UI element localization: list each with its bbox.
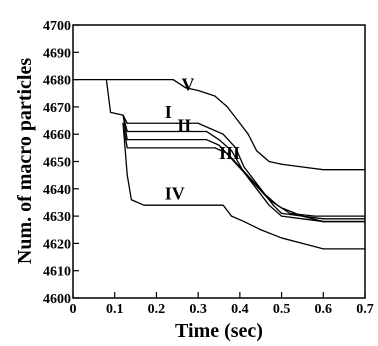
- y-tick-label: 4620: [43, 237, 71, 252]
- series-label: I: [165, 102, 172, 122]
- data-point: [218, 144, 220, 146]
- y-tick-label: 4680: [43, 74, 71, 89]
- data-point: [255, 182, 258, 184]
- series-iv: IV: [122, 122, 366, 250]
- data-point: [126, 130, 128, 133]
- data-point: [218, 139, 220, 141]
- y-tick-label: 4640: [43, 183, 71, 198]
- data-point: [205, 130, 208, 133]
- series-ii: II: [122, 114, 366, 223]
- x-tick-label: 0.4: [231, 302, 249, 317]
- series-label: II: [177, 115, 191, 135]
- series-line: [122, 114, 365, 223]
- data-point: [143, 204, 145, 206]
- series-label: IV: [165, 184, 185, 204]
- data-point: [230, 215, 233, 217]
- x-tick-label: 0: [70, 302, 77, 317]
- x-tick-label: 0.3: [189, 302, 207, 317]
- x-tick-label: 0.2: [148, 302, 166, 317]
- data-point: [239, 122, 241, 124]
- data-point: [243, 166, 245, 168]
- data-point: [214, 95, 216, 97]
- data-point: [122, 122, 124, 124]
- data-point: [301, 242, 304, 244]
- data-point: [172, 79, 174, 81]
- data-point: [222, 204, 224, 206]
- data-point: [235, 147, 237, 149]
- series-iii: III: [122, 114, 366, 223]
- data-point: [255, 149, 258, 152]
- data-point: [280, 215, 283, 217]
- data-point: [322, 220, 324, 223]
- data-point: [322, 248, 324, 250]
- data-point: [280, 163, 283, 165]
- data-point: [226, 106, 228, 108]
- data-point: [280, 212, 283, 214]
- x-tick-label: 0.5: [273, 302, 291, 317]
- series-line: [73, 78, 365, 171]
- y-tick-label: 4690: [43, 46, 71, 61]
- y-tick-label: 4660: [43, 128, 71, 143]
- data-point: [276, 204, 278, 206]
- data-point: [289, 212, 291, 214]
- series-label: III: [219, 143, 240, 163]
- x-tick-label: 0.6: [315, 302, 333, 317]
- data-point: [243, 220, 245, 223]
- data-point: [210, 128, 212, 130]
- data-point: [301, 166, 304, 168]
- y-tick-label: 4610: [43, 265, 71, 280]
- series-line: [122, 123, 365, 250]
- x-tick-label: 0.7: [356, 302, 374, 317]
- y-tick-label: 4630: [43, 210, 71, 225]
- y-tick-label: 4600: [43, 292, 71, 307]
- data-point: [272, 204, 274, 206]
- data-point: [264, 193, 266, 195]
- data-point: [226, 152, 228, 154]
- data-point: [205, 139, 208, 141]
- data-point: [301, 215, 304, 217]
- data-point: [126, 139, 128, 141]
- data-point: [126, 147, 128, 149]
- data-point: [255, 188, 258, 190]
- data-point: [222, 133, 224, 135]
- series-line: [105, 79, 365, 220]
- data-point: [126, 174, 128, 176]
- data-point: [280, 237, 283, 239]
- data-point: [260, 229, 262, 231]
- series-label: V: [181, 75, 194, 95]
- y-tick-label: 4650: [43, 156, 71, 171]
- data-point: [197, 89, 199, 92]
- y-axis-title: Num. of macro particles: [14, 58, 36, 264]
- data-point: [126, 122, 128, 124]
- data-point: [268, 160, 270, 163]
- data-point: [130, 199, 132, 201]
- data-point: [185, 87, 187, 89]
- data-point: [268, 204, 270, 206]
- data-point: [230, 149, 233, 152]
- data-point: [239, 166, 241, 168]
- data-point: [109, 111, 112, 113]
- data-point: [251, 180, 253, 182]
- y-tick-label: 4670: [43, 101, 71, 116]
- data-point: [214, 147, 216, 149]
- data-point: [105, 79, 107, 81]
- data-point: [314, 215, 316, 217]
- data-point: [268, 199, 270, 201]
- y-tick-label: 4700: [43, 19, 71, 34]
- x-tick-label: 0.1: [106, 302, 124, 317]
- data-point: [322, 169, 324, 171]
- data-point: [122, 114, 124, 116]
- x-axis-title: Time (sec): [175, 320, 263, 342]
- data-point: [301, 218, 304, 220]
- series-unlabeled: [122, 122, 366, 217]
- data-point: [322, 218, 324, 220]
- tick-layer: 0 0.1 0.2 0.3 0.4 0.5 0.6 0.7 4600 4610 4620 4630 46…: [43, 19, 374, 317]
- data-point: [247, 133, 249, 135]
- data-point: [197, 122, 199, 124]
